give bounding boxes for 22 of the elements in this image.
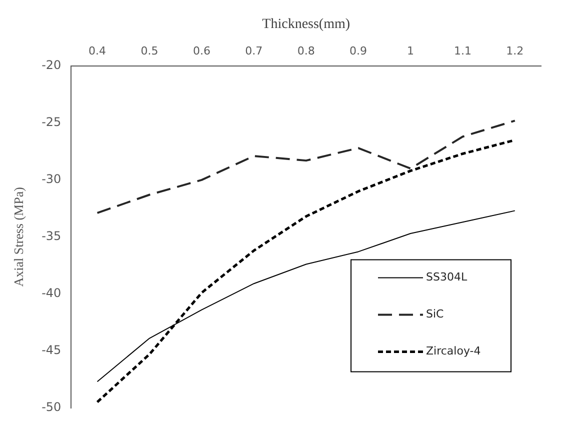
x-tick-label: 1 — [407, 44, 414, 58]
legend-label: Zircaloy-4 — [426, 344, 481, 358]
legend-label: SiC — [426, 308, 444, 321]
y-tick-label: -35 — [42, 229, 62, 244]
x-axis-title: Thickness(mm) — [262, 17, 350, 32]
y-axis-title: Axial Stress (MPa) — [11, 187, 26, 287]
x-tick-label: 0.9 — [350, 44, 368, 58]
y-tick-label: -25 — [42, 115, 62, 130]
y-tick-label: -50 — [42, 400, 62, 414]
x-tick-label: 0.7 — [245, 44, 263, 58]
y-tick-label: -40 — [42, 286, 62, 300]
x-tick-label: 0.6 — [192, 44, 210, 58]
line-series — [96, 120, 516, 214]
x-tick-label: 0.5 — [140, 44, 158, 58]
y-tick-label: -30 — [42, 172, 62, 186]
x-tick-label: 0.4 — [88, 44, 106, 58]
x-tick-label: 1.1 — [454, 44, 472, 58]
legend-label: SS304L — [426, 270, 468, 284]
x-tick-label: 1.2 — [506, 44, 524, 58]
y-tick-label: -45 — [42, 342, 62, 357]
x-tick-label: 0.8 — [297, 44, 315, 58]
y-tick-label: -20 — [42, 58, 62, 72]
